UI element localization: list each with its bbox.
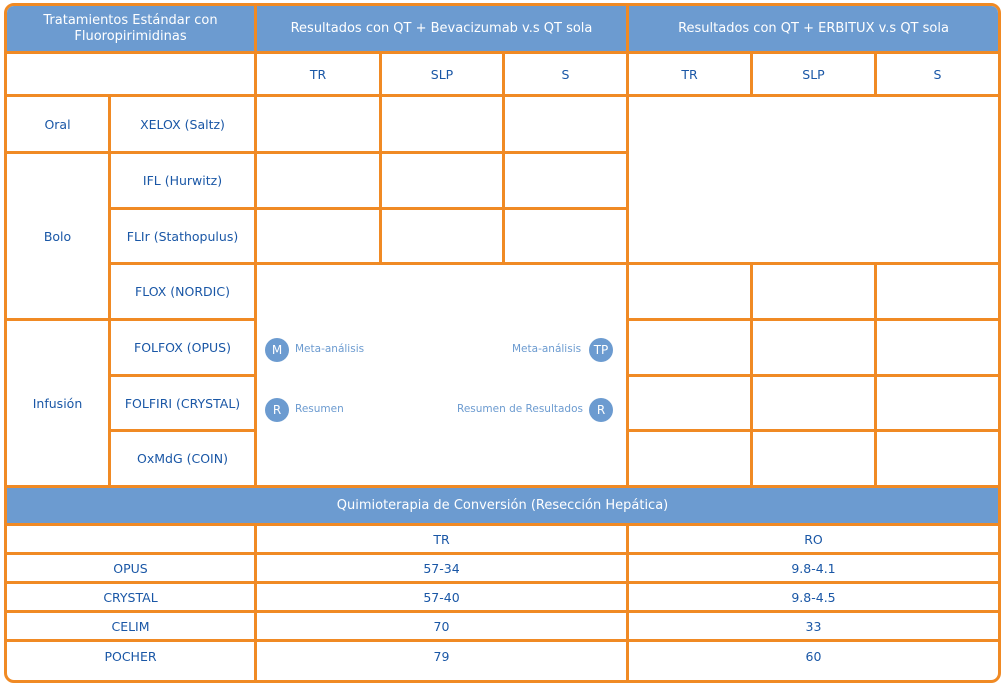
- column-divider: [626, 523, 629, 680]
- conversion-title: Quimioterapia de Conversión (Resección H…: [7, 488, 998, 523]
- group-oral: Oral: [44, 116, 71, 132]
- conversion-row-name: POCHER: [104, 648, 157, 664]
- group-infusion: Infusión: [32, 395, 83, 411]
- column-divider: [108, 94, 111, 488]
- row-divider: [108, 429, 257, 432]
- subheader-bev-s: S: [561, 66, 570, 82]
- column-divider: [626, 6, 629, 488]
- subheader-erb-s: S: [933, 66, 942, 82]
- column-divider: [750, 262, 753, 488]
- conversion-row-ro: 33: [805, 618, 822, 634]
- column-divider: [379, 51, 382, 265]
- column-divider: [874, 262, 877, 488]
- row-divider: [626, 374, 998, 377]
- row-divider: [7, 552, 998, 555]
- conversion-row-tr: 79: [433, 648, 450, 664]
- regimen-folfiri: FOLFIRI (CRYSTAL): [124, 395, 241, 411]
- conversion-row-ro: 9.8-4.1: [791, 560, 836, 576]
- column-divider: [874, 51, 877, 97]
- row-divider: [626, 318, 998, 321]
- row-divider: [626, 429, 998, 432]
- column-divider: [254, 6, 257, 488]
- conversion-row-ro: 60: [805, 648, 822, 664]
- subheader-erb-slp: SLP: [802, 66, 825, 82]
- row-divider: [108, 374, 257, 377]
- group-bolo: Bolo: [43, 228, 72, 244]
- conversion-col-tr: TR: [433, 531, 450, 547]
- conversion-row-tr: 57-40: [423, 589, 460, 605]
- meta-analysis-label: Meta-análisis: [295, 343, 365, 355]
- subheader-bev-tr: TR: [309, 66, 327, 82]
- conversion-row-name: CELIM: [111, 618, 150, 634]
- treatment-results-table: Tratamientos Estándar con Fluoropirimidi…: [7, 6, 998, 680]
- regimen-xelox: XELOX (Saltz): [140, 116, 225, 132]
- results-summary-label: Resumen de Resultados: [457, 403, 583, 415]
- row-divider: [7, 639, 998, 642]
- conversion-col-label: [7, 526, 254, 552]
- meta-analysis-icon: M: [265, 338, 289, 362]
- conversion-row-tr: 57-34: [423, 560, 460, 576]
- column-divider: [502, 51, 505, 265]
- row-divider: [7, 151, 629, 154]
- conversion-row-ro: 9.8-4.5: [791, 589, 836, 605]
- column-divider: [254, 523, 257, 680]
- row-divider: [7, 581, 998, 584]
- conversion-row-tr: 70: [433, 618, 450, 634]
- regimen-flir: FLIr (Stathopulus): [126, 228, 239, 244]
- row-divider: [108, 262, 998, 265]
- regimen-oxmdg: OxMdG (COIN): [137, 451, 228, 466]
- regimen-flox: FLOX (NORDIC): [135, 284, 230, 299]
- summary-label: Resumen: [295, 403, 344, 415]
- tp-icon: TP: [589, 338, 613, 362]
- header-erbitux: Resultados con QT + ERBITUX v.s QT sola: [629, 6, 998, 51]
- subheader-erb-tr: TR: [681, 66, 698, 82]
- summary-icon: R: [265, 398, 289, 422]
- row-divider: [7, 610, 998, 613]
- regimen-folfox: FOLFOX (OPUS): [134, 340, 231, 355]
- results-summary-icon: R: [589, 398, 613, 422]
- header-bevacizumab: Resultados con QT + Bevacizumab v.s QT s…: [257, 6, 626, 51]
- header-treatments: Tratamientos Estándar con Fluoropirimidi…: [7, 6, 254, 51]
- row-divider: [7, 523, 998, 526]
- row-divider: [7, 485, 998, 488]
- row-divider: [7, 318, 257, 321]
- row-divider: [108, 207, 629, 210]
- conversion-row-name: CRYSTAL: [103, 589, 158, 605]
- regimen-ifl: IFL (Hurwitz): [142, 173, 223, 188]
- conversion-row-name: OPUS: [113, 560, 148, 576]
- column-divider: [750, 51, 753, 97]
- conversion-col-ro: RO: [804, 531, 823, 547]
- subheader-bev-slp: SLP: [430, 66, 454, 82]
- table-frame: Tratamientos Estándar con Fluoropirimidi…: [4, 3, 1001, 683]
- meta-analysis-tp-label: Meta-análisis: [512, 343, 582, 355]
